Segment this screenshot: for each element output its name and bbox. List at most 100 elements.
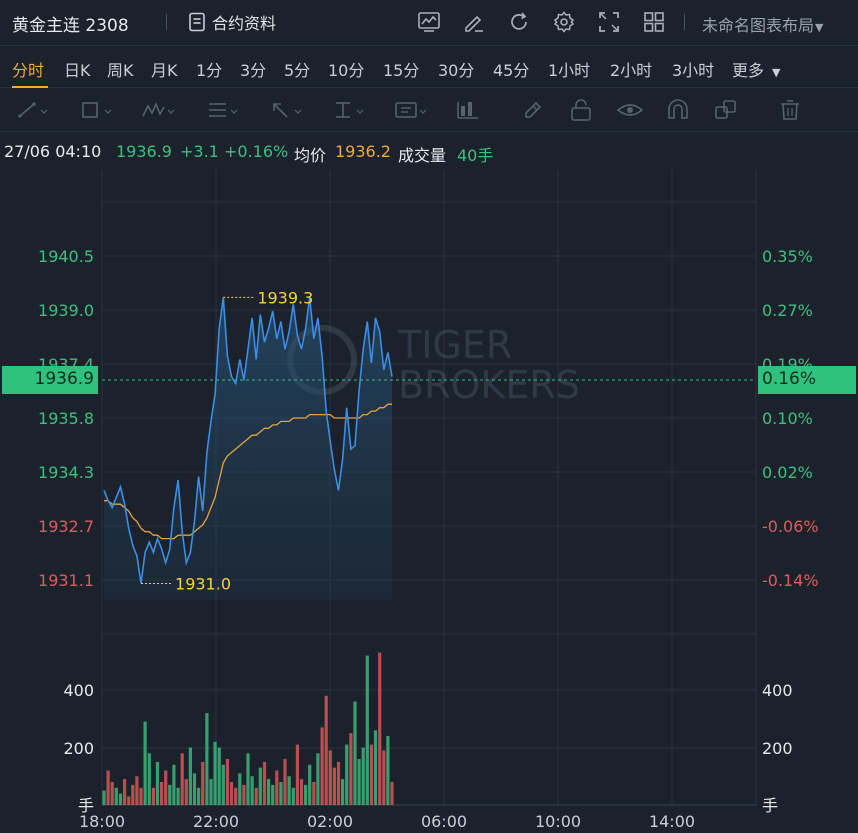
grid-layout-icon[interactable] bbox=[642, 10, 666, 34]
period-tab-3h[interactable]: 3小时 bbox=[672, 61, 715, 80]
volume-bar bbox=[246, 753, 250, 805]
period-bar: 分时 日K 周K 月K 1分 3分 5分 10分 15分 30分 45分 1小时… bbox=[0, 46, 858, 88]
text-tool-icon[interactable] bbox=[392, 98, 428, 122]
volume-bar bbox=[287, 776, 291, 805]
rectangle-tool-icon[interactable] bbox=[78, 98, 114, 122]
volume-bar bbox=[262, 761, 267, 805]
period-tab-more[interactable]: 更多 ▼ bbox=[732, 57, 780, 81]
avg-price: 1936.2 bbox=[335, 142, 391, 161]
edit-icon[interactable] bbox=[462, 10, 486, 34]
period-tab-15m[interactable]: 15分 bbox=[383, 61, 420, 80]
intraday-chart[interactable]: TIGER BROKERS 1939.3 1931.0 1940.5 1939.0 1… bbox=[0, 170, 858, 833]
fullscreen-icon[interactable] bbox=[597, 10, 621, 34]
volume-bar bbox=[176, 787, 180, 806]
y-tick-right: -0.14% bbox=[762, 571, 819, 590]
contract-info-button[interactable]: 合约资料 bbox=[188, 11, 276, 33]
volume-bar bbox=[184, 779, 188, 805]
eye-icon[interactable] bbox=[612, 98, 648, 122]
caret-down-icon: ▼ bbox=[815, 21, 824, 34]
y-tick-left: 1934.3 bbox=[38, 463, 94, 482]
wave-tool-icon[interactable] bbox=[140, 98, 176, 122]
volume-bar bbox=[353, 701, 357, 805]
volume-bar bbox=[271, 784, 275, 805]
volume-bar bbox=[291, 787, 295, 806]
quote-time: 27/06 04:10 bbox=[4, 142, 102, 161]
volume-bar bbox=[164, 770, 168, 805]
volume-bar bbox=[143, 721, 147, 805]
volume-bar bbox=[106, 770, 110, 805]
volume-bar bbox=[238, 773, 242, 805]
volume-bar bbox=[118, 793, 123, 805]
period-tab-10m[interactable]: 10分 bbox=[328, 61, 365, 80]
x-tick: 18:00 bbox=[79, 812, 125, 831]
volume-tick-right: 200 bbox=[762, 739, 793, 758]
x-tick: 06:00 bbox=[421, 812, 467, 831]
volume-bar bbox=[349, 733, 353, 805]
indicator-icon[interactable] bbox=[417, 10, 441, 34]
measure-tool-icon[interactable] bbox=[330, 98, 366, 122]
current-pct-badge: 0.16% bbox=[758, 366, 856, 394]
period-tab-1h[interactable]: 1小时 bbox=[548, 61, 591, 80]
x-tick: 22:00 bbox=[193, 812, 239, 831]
volume-tick-left: 200 bbox=[63, 739, 94, 758]
low-label: 1931.0 bbox=[175, 574, 231, 593]
volume-tick-left: 手 bbox=[78, 796, 94, 815]
chart-canvas[interactable]: TIGER BROKERS 1939.3 1931.0 1940.5 1939.0 1… bbox=[0, 170, 858, 833]
volume-bar bbox=[320, 727, 324, 805]
volume-bar bbox=[234, 787, 238, 806]
period-tab-45m[interactable]: 45分 bbox=[493, 61, 530, 80]
volume-bar bbox=[205, 713, 209, 805]
price-area-fill bbox=[104, 297, 392, 600]
brush-tool-icon[interactable] bbox=[516, 98, 552, 122]
refresh-icon[interactable] bbox=[507, 10, 531, 34]
volume-bar bbox=[139, 787, 143, 806]
trendline-tool-icon[interactable] bbox=[14, 98, 50, 122]
volume-bar bbox=[110, 782, 114, 805]
x-tick: 02:00 bbox=[307, 812, 353, 831]
volume-bar bbox=[242, 784, 246, 805]
volume-bar bbox=[345, 744, 349, 805]
x-tick: 14:00 bbox=[649, 812, 695, 831]
period-tab-fenshi[interactable]: 分时 bbox=[12, 61, 45, 80]
watermark-line1: TIGER bbox=[397, 323, 512, 367]
quote-info-bar: 27/06 04:10 1936.9 +3.1 +0.16% 均价 1936.2… bbox=[0, 132, 858, 170]
trash-icon[interactable] bbox=[772, 98, 808, 122]
magnet-icon[interactable] bbox=[660, 98, 696, 122]
period-tab-day[interactable]: 日K bbox=[64, 61, 91, 80]
gear-icon[interactable] bbox=[552, 10, 576, 34]
arrow-tool-icon[interactable] bbox=[268, 98, 304, 122]
layout-dropdown[interactable]: 未命名图表布局▼ bbox=[702, 12, 823, 36]
more-label: 更多 bbox=[732, 61, 765, 80]
clone-icon[interactable] bbox=[708, 98, 744, 122]
volume-bar bbox=[299, 779, 304, 805]
volume-bar bbox=[160, 782, 164, 805]
grid-lines bbox=[101, 170, 757, 806]
period-tab-week[interactable]: 周K bbox=[107, 61, 134, 80]
volume-bar bbox=[332, 767, 336, 805]
divider bbox=[166, 14, 167, 30]
period-tab-1m[interactable]: 1分 bbox=[196, 61, 223, 80]
period-tab-5m[interactable]: 5分 bbox=[284, 61, 311, 80]
volume-bar bbox=[328, 750, 332, 805]
volume-bar bbox=[254, 787, 258, 806]
bar-pattern-tool-icon[interactable] bbox=[454, 98, 490, 122]
period-tab-30m[interactable]: 30分 bbox=[438, 61, 475, 80]
volume-bar bbox=[213, 741, 217, 805]
y-tick-left: 1939.0 bbox=[38, 301, 94, 320]
volume-bar bbox=[197, 787, 201, 806]
quote-change: +3.1 bbox=[180, 142, 219, 161]
volume-bar bbox=[324, 695, 328, 805]
watermark-line2: BROKERS bbox=[398, 363, 580, 407]
volume-bar bbox=[172, 764, 176, 806]
volume-value: 40手 bbox=[457, 146, 494, 165]
period-tab-3m[interactable]: 3分 bbox=[240, 61, 267, 80]
volume-bar bbox=[316, 753, 320, 805]
volume-bar bbox=[135, 776, 139, 805]
period-tab-month[interactable]: 月K bbox=[151, 61, 178, 80]
volume-bar bbox=[155, 761, 160, 805]
lock-icon[interactable] bbox=[563, 98, 599, 122]
period-tab-2h[interactable]: 2小时 bbox=[610, 61, 653, 80]
volume-bar bbox=[369, 744, 373, 805]
fib-tool-icon[interactable] bbox=[204, 98, 240, 122]
volume-bar bbox=[365, 655, 369, 805]
